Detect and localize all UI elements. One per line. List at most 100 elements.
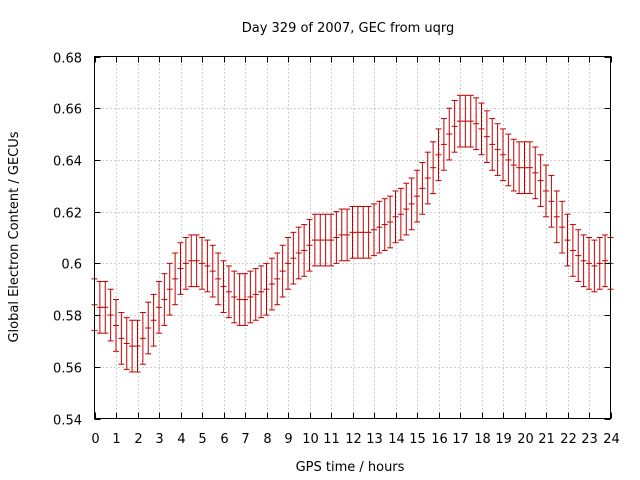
- error-bar-point: [505, 133, 512, 187]
- error-bar-point: [516, 141, 523, 195]
- error-bar-point: [354, 205, 361, 259]
- x-tick-label: 2: [134, 432, 142, 447]
- x-tick-label: 3: [155, 432, 163, 447]
- error-bar-point: [521, 141, 528, 195]
- error-bar-point: [204, 239, 211, 293]
- error-bar-point: [457, 94, 463, 148]
- error-bar-point: [473, 97, 480, 151]
- error-bar-point: [156, 280, 162, 334]
- error-bar-point: [500, 128, 506, 182]
- x-tick-label: 13: [366, 432, 383, 447]
- error-bar-point: [242, 273, 248, 326]
- error-bar-point: [537, 154, 544, 207]
- error-bar-point: [123, 317, 130, 370]
- x-tick-label: 4: [177, 432, 185, 447]
- data-series: [91, 94, 614, 373]
- error-bar-point: [145, 301, 152, 355]
- error-bar-point: [118, 311, 125, 365]
- plot-frame: [94, 56, 611, 419]
- error-bar-point: [166, 262, 173, 316]
- x-tick-label: 10: [302, 432, 319, 447]
- error-bar-point: [215, 252, 222, 306]
- error-bar-point: [424, 151, 431, 205]
- x-tick-label: 22: [560, 432, 577, 447]
- error-bar-point: [532, 146, 539, 200]
- error-bar-point: [220, 260, 227, 313]
- error-bar-point: [543, 164, 549, 218]
- error-bar-point: [295, 226, 302, 280]
- grid: [94, 56, 611, 419]
- x-tick-labels: 0 1 2 3 4 5 6 7 8 9 10 11 12 13 14 15 16 17 18 19 20 21 22 23 24: [91, 432, 619, 447]
- error-bar-point: [392, 190, 399, 244]
- error-bar-point: [419, 162, 426, 215]
- error-bar-point: [548, 174, 555, 228]
- error-bar-point: [188, 234, 195, 288]
- y-tick-label: 0.54: [53, 414, 82, 429]
- x-tick-label: 15: [409, 432, 426, 447]
- error-bar-point: [586, 237, 592, 290]
- x-tick-label: 18: [474, 432, 491, 447]
- error-bar-point: [172, 252, 179, 306]
- x-tick-label: 16: [431, 432, 448, 447]
- error-bar-point: [371, 203, 377, 257]
- y-tick-label: 0.6: [61, 258, 82, 273]
- x-tick-label: 8: [263, 432, 271, 447]
- error-bar-point: [252, 268, 259, 321]
- error-bar-point: [349, 205, 356, 259]
- error-bar-point: [306, 218, 313, 272]
- error-bar-point: [446, 107, 453, 161]
- y-tick-label: 0.62: [53, 207, 82, 222]
- error-bar-point: [510, 138, 517, 192]
- error-bar-point: [408, 177, 415, 231]
- error-bar-point: [580, 234, 587, 288]
- error-bar-point: [279, 244, 286, 298]
- error-bar-point: [387, 195, 394, 249]
- error-bar-point: [177, 242, 184, 295]
- error-bar-point: [333, 211, 340, 264]
- error-bar-point: [489, 118, 496, 171]
- chart-title: Day 329 of 2007, GEC from uqrg: [242, 21, 455, 36]
- error-bar-point: [376, 200, 383, 254]
- x-tick-label: 20: [517, 432, 534, 447]
- error-bar-point: [161, 273, 168, 326]
- error-bar-point: [113, 299, 119, 352]
- error-bar-point: [317, 213, 324, 267]
- error-bar-point: [290, 231, 297, 285]
- error-bar-point: [338, 208, 345, 262]
- error-bar-point: [526, 141, 533, 195]
- error-bar-point: [483, 110, 490, 164]
- x-tick-label: 24: [603, 432, 620, 447]
- y-tick-label: 0.66: [53, 103, 82, 118]
- error-bar-point: [231, 270, 238, 324]
- error-bar-point: [365, 205, 372, 259]
- error-bar-point: [150, 293, 157, 347]
- error-bar-point: [301, 224, 308, 277]
- x-tick-label: 6: [220, 432, 228, 447]
- error-bar-point: [107, 288, 114, 342]
- x-tick-label: 19: [495, 432, 512, 447]
- error-bar-point: [553, 190, 560, 244]
- x-tick-label: 14: [388, 432, 405, 447]
- y-tick-label: 0.64: [53, 155, 82, 170]
- error-bar-point: [381, 198, 388, 251]
- x-tick-label: 17: [452, 432, 469, 447]
- error-bar-point: [102, 280, 109, 334]
- error-bar-point: [328, 213, 334, 267]
- error-bar-point: [564, 213, 571, 267]
- error-bar-point: [569, 224, 576, 277]
- x-tick-label: 11: [323, 432, 340, 447]
- error-bar-point: [602, 234, 609, 288]
- y-tick-label: 0.68: [53, 52, 82, 67]
- error-bar-point: [129, 319, 136, 373]
- error-bar-point: [494, 123, 501, 176]
- error-bar-point: [139, 311, 146, 365]
- error-bar-point: [414, 169, 420, 223]
- error-bar-point: [591, 239, 598, 293]
- error-bar-point: [430, 141, 437, 195]
- error-bar-point: [134, 319, 141, 373]
- x-tick-label: 0: [91, 432, 99, 447]
- x-tick-label: 23: [581, 432, 598, 447]
- error-bar-point: [440, 118, 447, 171]
- x-tick-label: 5: [198, 432, 206, 447]
- error-bar-point: [199, 237, 205, 290]
